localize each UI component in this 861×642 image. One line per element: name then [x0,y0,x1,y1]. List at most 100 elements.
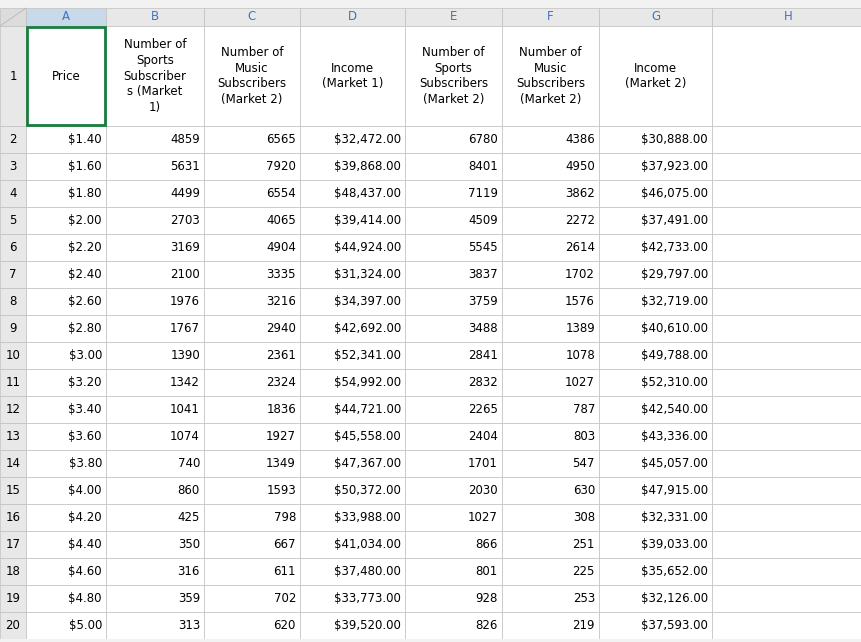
Text: 253: 253 [572,592,594,605]
Text: 4950: 4950 [565,160,594,173]
Bar [711,126,861,153]
Text: 7: 7 [9,268,16,281]
Text: $49,788.00: $49,788.00 [641,349,707,362]
Text: $42,733.00: $42,733.00 [641,241,707,254]
Bar [711,342,861,369]
Bar [598,126,711,153]
Bar [204,477,300,504]
Text: $5.00: $5.00 [69,619,102,632]
Bar [26,477,106,504]
Bar [405,369,501,396]
Bar [711,504,861,531]
Text: 6554: 6554 [266,187,295,200]
Bar [26,423,106,450]
Bar [106,531,204,558]
Text: 2703: 2703 [170,214,200,227]
Bar [711,396,861,423]
Text: $42,692.00: $42,692.00 [333,322,400,335]
Bar [0,477,26,504]
Text: B: B [151,10,159,24]
Text: $44,924.00: $44,924.00 [333,241,400,254]
Text: 1836: 1836 [266,403,295,416]
Text: H: H [783,10,791,24]
Text: 702: 702 [273,592,295,605]
Text: 667: 667 [273,538,295,551]
Bar [598,585,711,612]
Bar [501,180,598,207]
Text: $52,341.00: $52,341.00 [333,349,400,362]
Bar [300,450,405,477]
Bar [204,288,300,315]
Text: 3759: 3759 [468,295,498,308]
Bar [501,234,598,261]
Bar [405,234,501,261]
Bar [598,180,711,207]
Text: 1027: 1027 [565,376,594,389]
Text: $39,414.00: $39,414.00 [333,214,400,227]
Text: Income
(Market 1): Income (Market 1) [321,62,383,91]
Text: $45,558.00: $45,558.00 [334,430,400,443]
Bar [711,585,861,612]
Bar [501,26,598,126]
Bar [106,8,204,26]
Bar [204,153,300,180]
Bar [711,315,861,342]
Text: $1.40: $1.40 [68,133,102,146]
Bar [501,315,598,342]
Bar [405,585,501,612]
Text: $4.20: $4.20 [68,511,102,524]
Bar [204,612,300,639]
Bar [711,558,861,585]
Bar [26,315,106,342]
Bar [300,26,405,126]
Text: $1.60: $1.60 [68,160,102,173]
Text: 1078: 1078 [565,349,594,362]
Bar [26,585,106,612]
Bar [405,26,501,126]
Bar [204,423,300,450]
Bar [711,423,861,450]
Text: 1702: 1702 [565,268,594,281]
Bar [106,288,204,315]
Bar [106,585,204,612]
Bar [300,369,405,396]
Bar [711,8,861,26]
Text: 1976: 1976 [170,295,200,308]
Text: Price: Price [52,69,80,83]
Text: 7920: 7920 [266,160,295,173]
Bar [598,612,711,639]
Bar [27,27,105,125]
Text: 4: 4 [9,187,16,200]
Bar [405,558,501,585]
Text: 7119: 7119 [468,187,498,200]
Bar [0,639,861,642]
Bar [26,369,106,396]
Text: 6: 6 [9,241,16,254]
Bar [300,423,405,450]
Text: $2.20: $2.20 [68,241,102,254]
Text: $35,652.00: $35,652.00 [641,565,707,578]
Bar [106,207,204,234]
Text: $29,797.00: $29,797.00 [640,268,707,281]
Bar [26,234,106,261]
Text: 2265: 2265 [468,403,498,416]
Bar [0,0,861,8]
Bar [300,396,405,423]
Text: 2940: 2940 [266,322,295,335]
Bar [204,8,300,26]
Bar [300,342,405,369]
Text: 17: 17 [5,538,21,551]
Text: 2841: 2841 [468,349,498,362]
Text: $4.80: $4.80 [68,592,102,605]
Bar [405,207,501,234]
Bar [598,369,711,396]
Bar [26,504,106,531]
Bar [0,261,26,288]
Bar [598,234,711,261]
Text: 1074: 1074 [170,430,200,443]
Text: Number of
Sports
Subscribers
(Market 2): Number of Sports Subscribers (Market 2) [418,46,487,106]
Bar [0,126,26,153]
Bar [300,8,405,26]
Bar [405,423,501,450]
Text: $4.00: $4.00 [68,484,102,497]
